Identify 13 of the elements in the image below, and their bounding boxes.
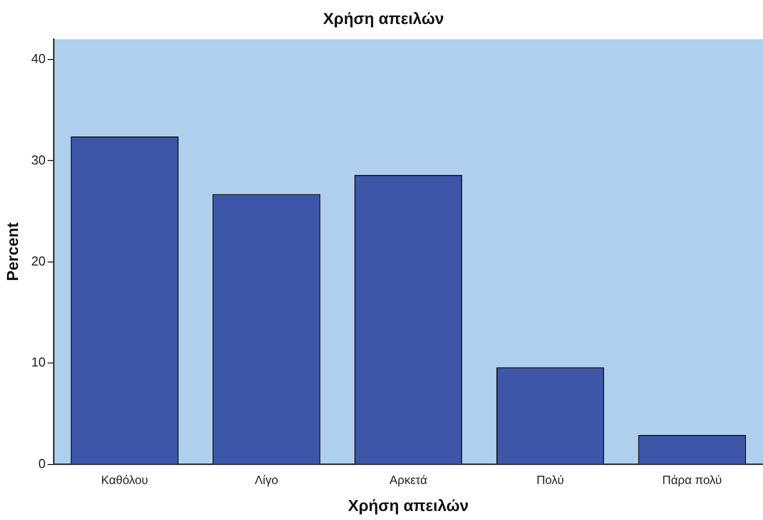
y-tick-label: 0 [38,456,46,471]
y-tick-label: 10 [31,354,46,370]
y-tick-label: 30 [31,152,46,168]
chart-title: Χρήση απειλών [323,11,444,28]
x-tick-label: Καθόλου [101,472,148,487]
x-tick-label: Πολύ [536,472,564,487]
x-axis-title: Χρήση απειλών [348,498,469,515]
y-axis-title: Percent [5,222,22,282]
y-tick-label: 20 [31,254,46,268]
x-tick-label: Λίγο [254,472,278,487]
y-tick-label: 40 [31,51,46,66]
x-tick-label: Αρκετά [389,472,428,487]
x-tick-label: Πάρα πολύ [662,472,722,487]
